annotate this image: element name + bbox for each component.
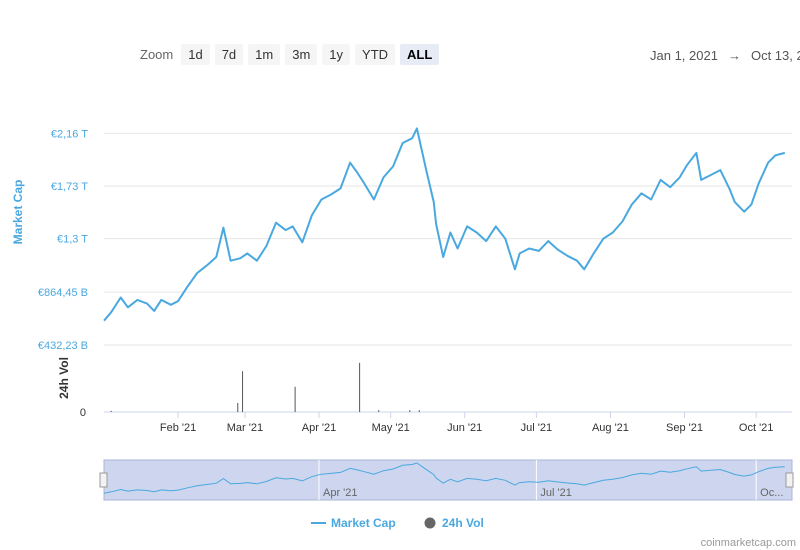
- x-tick-label: Feb '21: [160, 422, 196, 434]
- y-tick-label: €2,16 T: [51, 128, 88, 140]
- date-range-from[interactable]: Jan 1, 2021: [650, 48, 718, 63]
- legend-market-cap[interactable]: Market Cap: [311, 516, 396, 530]
- zoom-button-all[interactable]: ALL: [400, 44, 440, 65]
- market-cap-line[interactable]: [103, 127, 786, 322]
- navigator-background: [103, 459, 793, 501]
- legend-market-cap-label: Market Cap: [331, 516, 396, 530]
- navigator-tick-label: Jul '21: [540, 487, 571, 499]
- zoom-button-1d[interactable]: 1d: [181, 44, 210, 65]
- zoom-label: Zoom: [140, 47, 174, 62]
- date-range: Jan 1, 2021 → Oct 13, 2021: [650, 48, 800, 63]
- zoom-button-1y[interactable]: 1y: [322, 44, 351, 65]
- x-tick-label: Apr '21: [302, 422, 337, 434]
- y-axis-label: Market Cap: [11, 180, 25, 245]
- legend-volume[interactable]: 24h Vol: [424, 516, 484, 530]
- navigator-tick-label: Apr '21: [323, 487, 358, 499]
- zoom-button-7d[interactable]: 7d: [214, 44, 244, 65]
- volume-axis-zero: 0: [80, 407, 86, 419]
- date-range-to[interactable]: Oct 13, 2021: [750, 48, 800, 63]
- zoom-bar: Zoom 1d 7d 1m 3m 1y YTD ALL: [140, 44, 440, 65]
- y-tick-label: €432,23 B: [38, 340, 88, 352]
- y-axis-ticks: €432,23 B €864,45 B €1,3 T €1,73 T €2,16 T: [38, 128, 88, 352]
- x-tick-label: Aug '21: [592, 422, 629, 434]
- zoom-button-3m[interactable]: 3m: [285, 44, 318, 65]
- legend-volume-swatch: [424, 517, 436, 529]
- y-tick-label: €864,45 B: [38, 287, 88, 299]
- volume-axis-label: 24h Vol: [57, 357, 71, 399]
- x-tick-label: May '21: [372, 422, 410, 434]
- x-tick-label: Oct '21: [739, 422, 774, 434]
- navigator-ticks: Apr '21 Jul '21 Oc...: [323, 487, 783, 499]
- navigator[interactable]: Apr '21 Jul '21 Oc...: [99, 459, 794, 501]
- navigator-grid: [318, 460, 757, 500]
- y-tick-label: €1,73 T: [51, 181, 88, 193]
- credit-link[interactable]: coinmarketcap.com: [701, 537, 796, 549]
- zoom-button-ytd[interactable]: YTD: [355, 44, 396, 65]
- x-axis-ticks: Feb '21 Mar '21 Apr '21 May '21 Jun '21 Jul '…: [160, 412, 774, 434]
- x-tick-label: Sep '21: [666, 422, 703, 434]
- legend-volume-label: 24h Vol: [442, 516, 484, 530]
- x-tick-label: Jul '21: [521, 422, 552, 434]
- x-tick-label: Mar '21: [227, 422, 263, 434]
- navigator-line: [103, 462, 785, 494]
- navigator-handle-left[interactable]: [99, 472, 108, 488]
- y-tick-label: €1,3 T: [57, 234, 88, 246]
- date-range-arrow: →: [727, 48, 741, 63]
- zoom-button-1m[interactable]: 1m: [248, 44, 281, 65]
- navigator-handle-right[interactable]: [785, 472, 794, 488]
- x-tick-label: Jun '21: [447, 422, 482, 434]
- volume-bars: [110, 362, 420, 412]
- navigator-tick-label: Oc...: [760, 487, 783, 499]
